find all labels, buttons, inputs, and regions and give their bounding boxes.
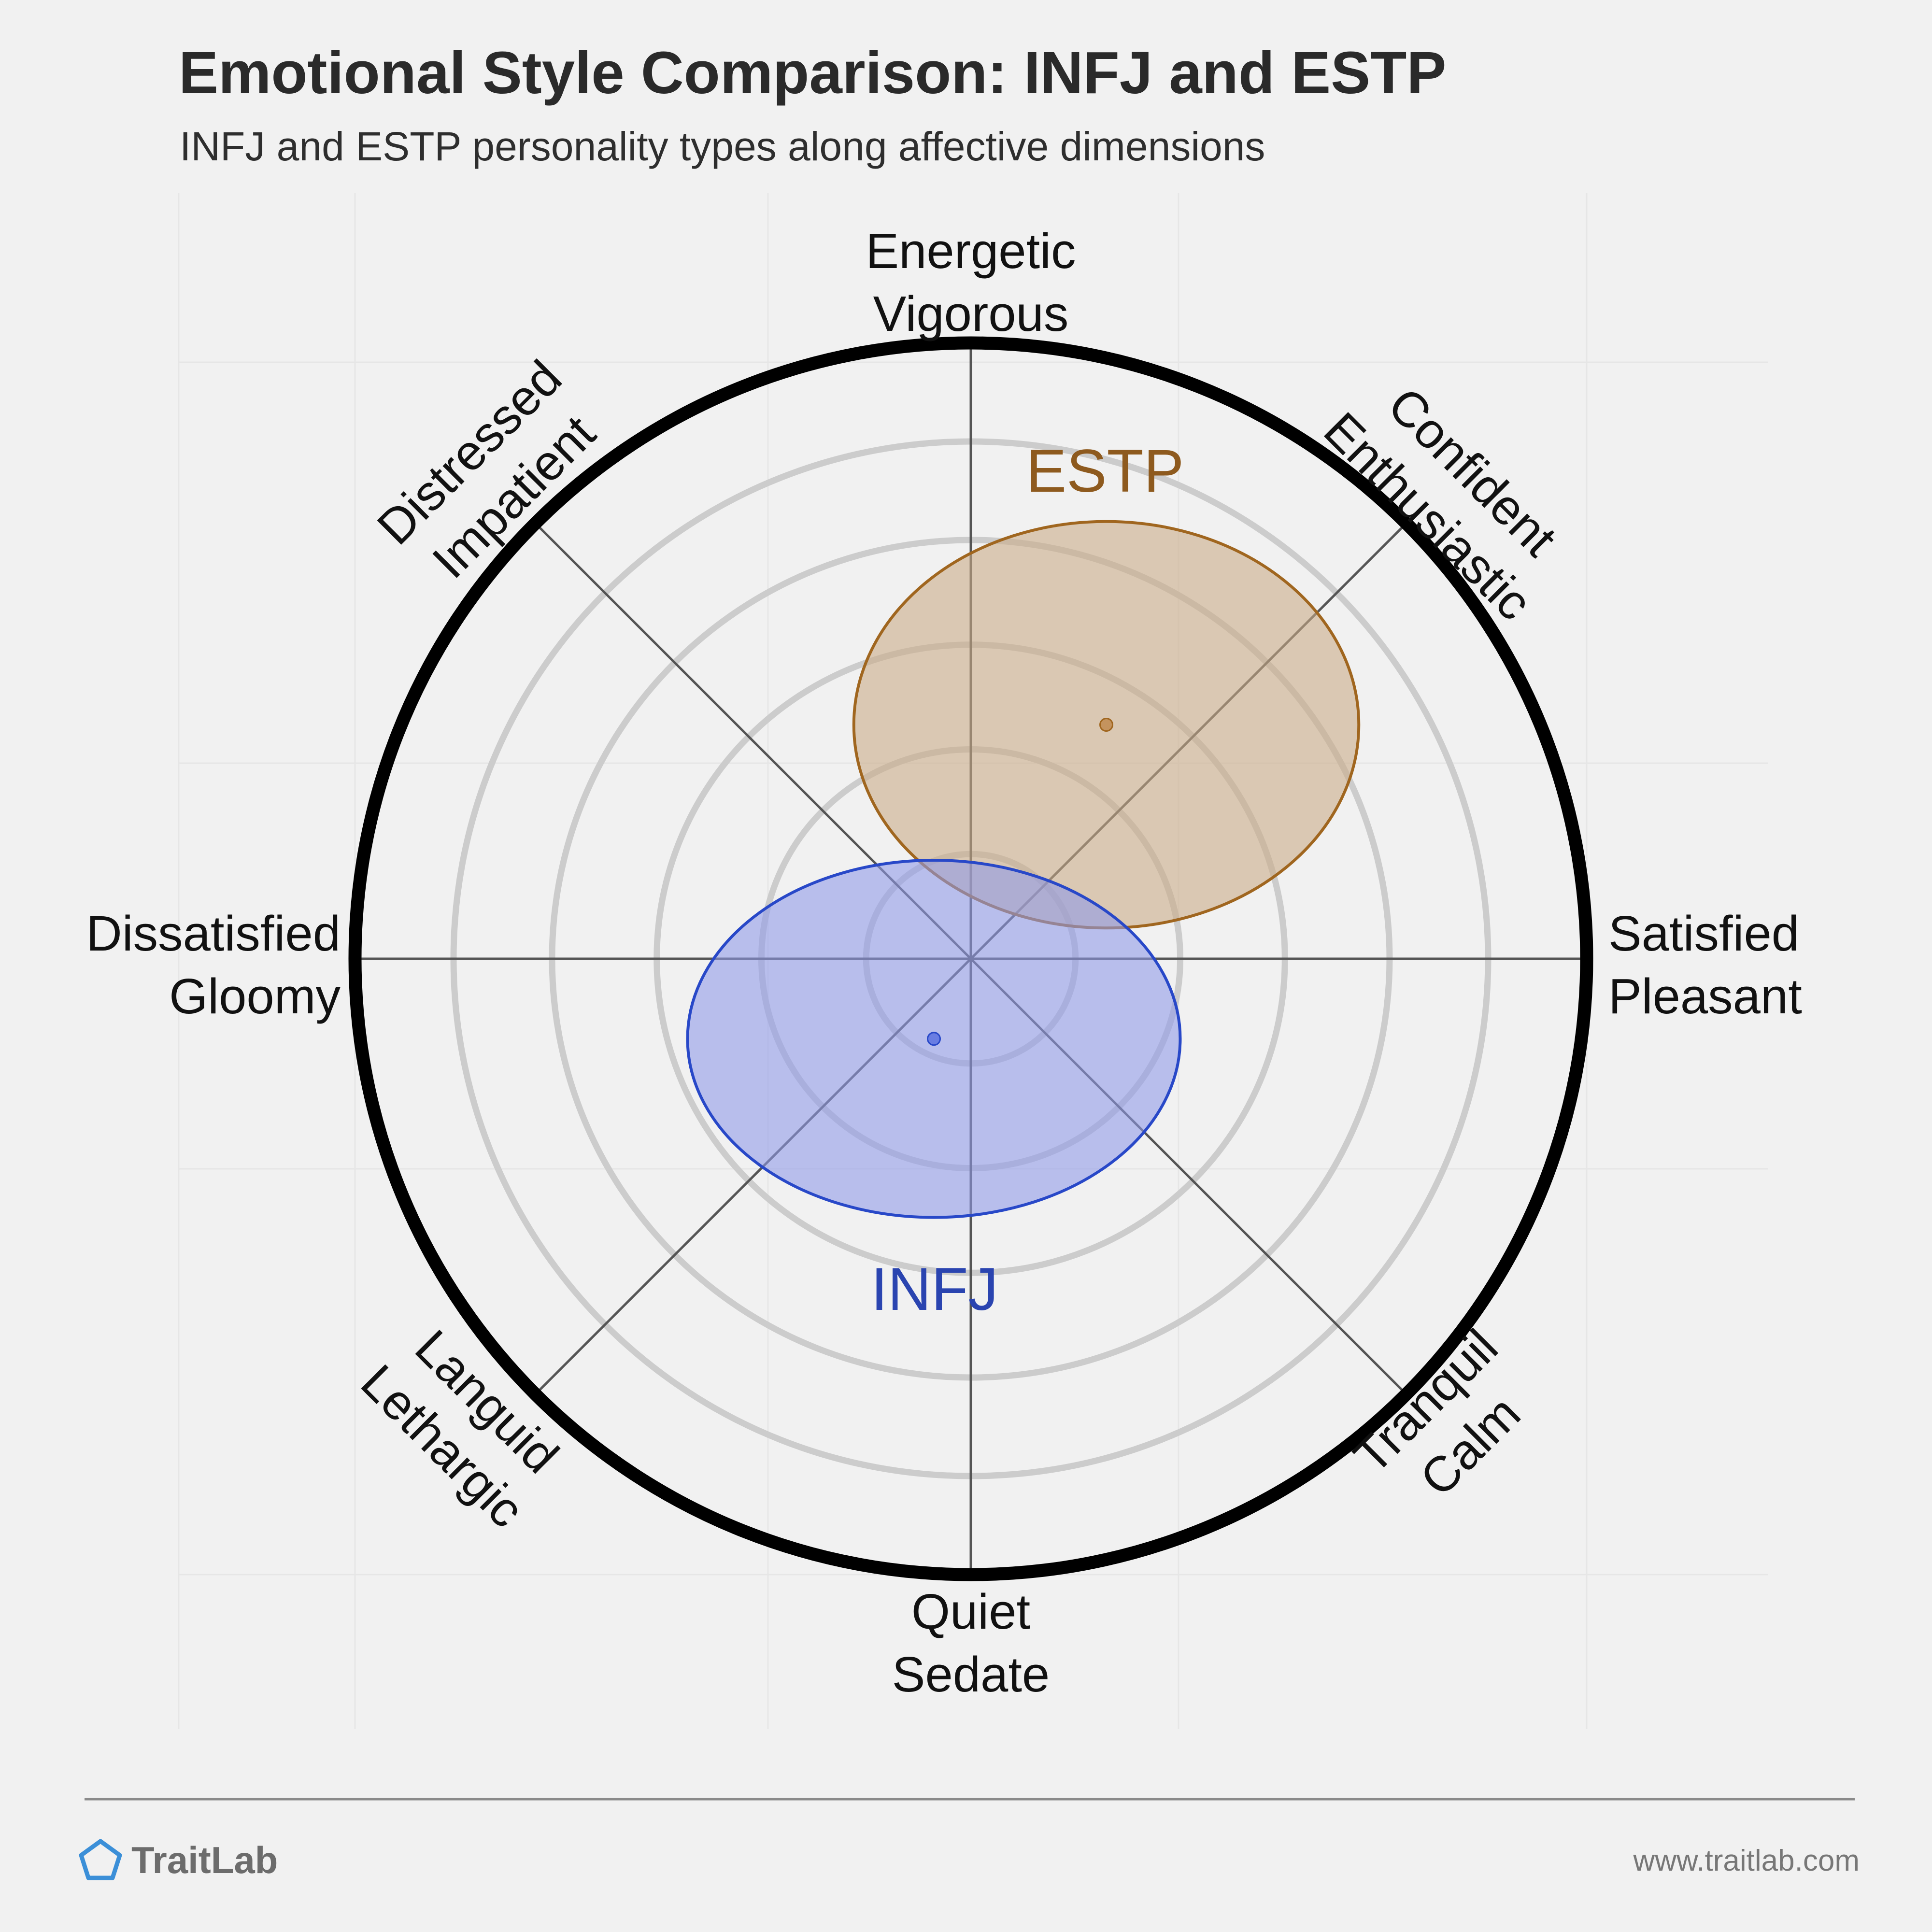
label-top-line2: Vigorous bbox=[873, 286, 1069, 341]
site-url[interactable]: www.traitlab.com bbox=[1633, 1844, 1860, 1877]
chart-title: Emotional Style Comparison: INFJ and EST… bbox=[179, 40, 1446, 106]
label-right-line2: Pleasant bbox=[1608, 968, 1802, 1024]
series-label-infj: INFJ bbox=[871, 1256, 998, 1323]
label-bottom-line2: Sedate bbox=[892, 1647, 1050, 1702]
label-top-line1: Energetic bbox=[866, 223, 1076, 279]
series-layer bbox=[686, 520, 1361, 1219]
label-right-line1: Satisfied bbox=[1608, 906, 1799, 961]
series-center-estp bbox=[1099, 718, 1113, 732]
label-left-line2: Gloomy bbox=[169, 968, 341, 1024]
outer-ring bbox=[348, 336, 1593, 1581]
label-bottom-line1: Quiet bbox=[911, 1584, 1030, 1639]
chart-subtitle: INFJ and ESTP personality types along af… bbox=[180, 124, 1265, 169]
label-left-line1: Dissatisfied bbox=[86, 906, 341, 961]
brand-name: TraitLab bbox=[131, 1839, 278, 1881]
series-center-infj bbox=[927, 1032, 941, 1046]
pentagon-logo-icon bbox=[79, 1839, 122, 1880]
series-label-estp: ESTP bbox=[1026, 438, 1184, 505]
